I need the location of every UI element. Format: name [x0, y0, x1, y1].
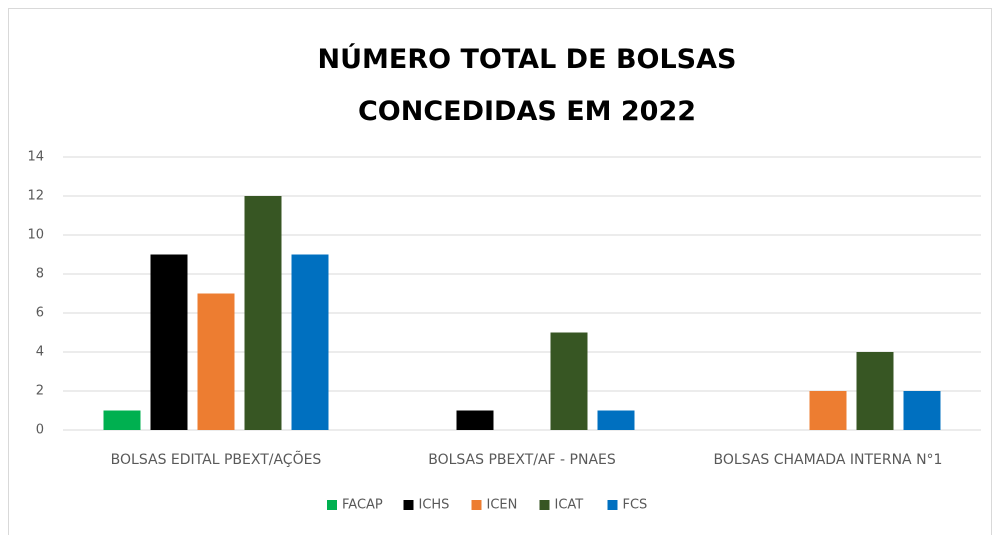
chart-frame: [8, 8, 992, 535]
bar: [244, 196, 282, 430]
y-tick-label: 6: [36, 306, 44, 321]
y-tick-label: 8: [36, 267, 44, 282]
bar: [809, 391, 847, 430]
bar: [103, 410, 141, 430]
bar: [903, 391, 941, 430]
legend-label: FCS: [623, 498, 648, 513]
legend-label: ICAT: [555, 498, 584, 513]
legend-swatch: [539, 500, 550, 510]
bar: [291, 254, 329, 430]
legend-label: ICEN: [487, 498, 518, 513]
bar: [197, 293, 235, 430]
legend-swatch: [327, 500, 337, 510]
legend-label: FACAP: [342, 498, 383, 513]
y-tick-label: 12: [27, 189, 44, 204]
y-tick-label: 0: [36, 423, 44, 438]
bar: [456, 410, 494, 430]
x-tick-label: BOLSAS EDITAL PBEXT/AÇÕES: [111, 451, 322, 468]
bar: [856, 352, 894, 430]
bar: [597, 410, 635, 430]
bar: [150, 254, 188, 430]
y-tick-label: 2: [36, 384, 44, 399]
x-tick-label: BOLSAS PBEXT/AF - PNAES: [428, 452, 616, 468]
y-tick-label: 10: [27, 228, 44, 243]
legend-label: ICHS: [419, 498, 450, 513]
legend-swatch: [471, 500, 482, 510]
x-tick-label: BOLSAS CHAMADA INTERNA N°1: [714, 452, 943, 468]
chart-title: NÚMERO TOTAL DE BOLSAS CONCEDIDAS EM 202…: [317, 44, 737, 127]
legend-swatch: [607, 500, 618, 510]
legend-swatch: [403, 500, 414, 510]
bar: [550, 332, 588, 430]
y-tick-label: 4: [36, 345, 44, 360]
y-tick-label: 14: [27, 150, 44, 165]
